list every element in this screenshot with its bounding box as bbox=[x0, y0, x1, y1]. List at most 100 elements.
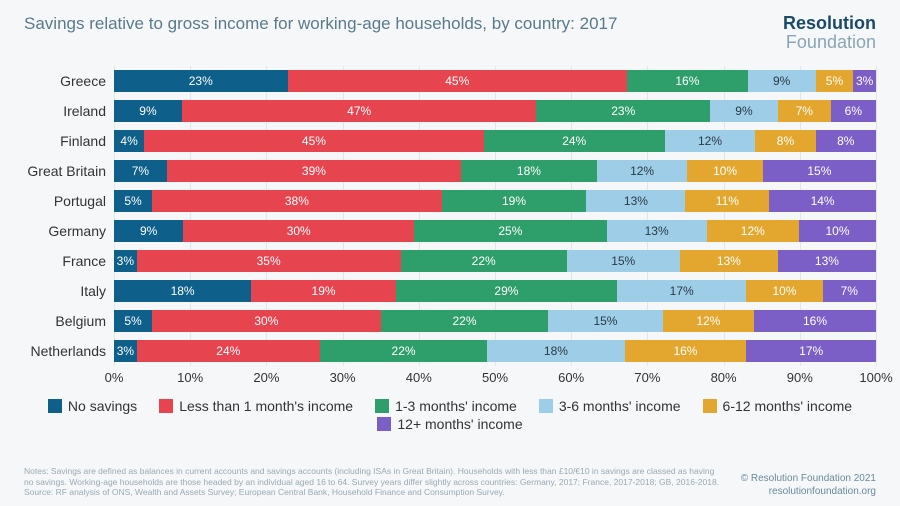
country-label: Germany bbox=[24, 216, 114, 246]
bar-segment-m3_6: 15% bbox=[548, 310, 662, 332]
bar-segment-m1_3: 16% bbox=[627, 70, 748, 92]
bar-segment-no_savings: 5% bbox=[114, 190, 152, 212]
x-tick-label: 30% bbox=[330, 370, 356, 385]
country-label: Italy bbox=[24, 276, 114, 306]
bar-segment-m3_6: 12% bbox=[665, 130, 756, 152]
bar-row: 9%47%23%9%7%6% bbox=[114, 96, 876, 126]
bar-segment-m3_6: 13% bbox=[586, 190, 685, 212]
legend-item-m12p: 12+ months' income bbox=[377, 416, 522, 432]
bar-segment-lt_1m: 30% bbox=[183, 220, 414, 242]
header: Savings relative to gross income for wor… bbox=[0, 0, 900, 60]
country-label: France bbox=[24, 246, 114, 276]
x-tick-label: 10% bbox=[177, 370, 203, 385]
footer: Notes: Savings are defined as balances i… bbox=[24, 466, 876, 498]
bars-area: 23%45%16%9%5%3%9%47%23%9%7%6%4%45%24%12%… bbox=[114, 66, 876, 366]
bar-segment-m3_6: 9% bbox=[710, 100, 778, 122]
country-label: Ireland bbox=[24, 96, 114, 126]
x-tick-label: 100% bbox=[859, 370, 892, 385]
legend-item-m3_6: 3-6 months' income bbox=[539, 398, 681, 414]
bar-segment-m12p: 3% bbox=[853, 70, 876, 92]
bar-segment-m3_6: 9% bbox=[748, 70, 816, 92]
x-tick-label: 80% bbox=[711, 370, 737, 385]
country-label: Finland bbox=[24, 126, 114, 156]
bar-segment-lt_1m: 35% bbox=[137, 250, 401, 272]
x-tick-label: 90% bbox=[787, 370, 813, 385]
notes-text: Notes: Savings are defined as balances i… bbox=[24, 466, 721, 498]
copyright: © Resolution Foundation 2021 resolutionf… bbox=[741, 472, 876, 498]
bar-row: 3%35%22%15%13%13% bbox=[114, 246, 876, 276]
bar-segment-lt_1m: 19% bbox=[251, 280, 396, 302]
bar-segment-no_savings: 4% bbox=[114, 130, 144, 152]
stacked-bar: 4%45%24%12%8%8% bbox=[114, 130, 876, 152]
bar-segment-m6_12: 13% bbox=[680, 250, 778, 272]
bar-segment-m1_3: 22% bbox=[381, 310, 549, 332]
bar-row: 5%38%19%13%11%14% bbox=[114, 186, 876, 216]
x-tick-label: 0% bbox=[105, 370, 124, 385]
bar-segment-m1_3: 23% bbox=[536, 100, 710, 122]
country-label: Belgium bbox=[24, 306, 114, 336]
bar-segment-m6_12: 5% bbox=[816, 70, 854, 92]
logo-line1: Resolution bbox=[783, 14, 876, 33]
bar-segment-m12p: 15% bbox=[763, 160, 876, 182]
bar-segment-lt_1m: 38% bbox=[152, 190, 442, 212]
bar-segment-m3_6: 18% bbox=[487, 340, 624, 362]
country-label: Greece bbox=[24, 66, 114, 96]
bar-segment-no_savings: 7% bbox=[114, 160, 167, 182]
bar-segment-no_savings: 3% bbox=[114, 340, 137, 362]
legend-swatch bbox=[48, 399, 62, 413]
x-tick-label: 50% bbox=[482, 370, 508, 385]
stacked-bar: 3%24%22%18%16%17% bbox=[114, 340, 876, 362]
bar-row: 5%30%22%15%12%16% bbox=[114, 306, 876, 336]
bar-segment-no_savings: 23% bbox=[114, 70, 288, 92]
bar-segment-lt_1m: 45% bbox=[144, 130, 484, 152]
bar-segment-no_savings: 3% bbox=[114, 250, 137, 272]
gridline bbox=[876, 66, 877, 366]
bar-segment-m3_6: 13% bbox=[607, 220, 707, 242]
legend-label: 12+ months' income bbox=[397, 416, 522, 432]
stacked-bar: 23%45%16%9%5%3% bbox=[114, 70, 876, 92]
legend-swatch bbox=[377, 417, 391, 431]
bar-segment-m12p: 14% bbox=[769, 190, 876, 212]
logo-line2: Foundation bbox=[783, 33, 876, 52]
legend-swatch bbox=[703, 399, 717, 413]
bar-segment-m6_12: 10% bbox=[687, 160, 762, 182]
bar-segment-m6_12: 10% bbox=[746, 280, 822, 302]
copyright-line2: resolutionfoundation.org bbox=[741, 485, 876, 498]
legend-label: Less than 1 month's income bbox=[179, 398, 353, 414]
country-label: Great Britain bbox=[24, 156, 114, 186]
y-axis-labels: GreeceIrelandFinlandGreat BritainPortuga… bbox=[24, 66, 114, 366]
bar-segment-m1_3: 18% bbox=[461, 160, 597, 182]
bar-segment-m1_3: 22% bbox=[401, 250, 567, 272]
bar-row: 3%24%22%18%16%17% bbox=[114, 336, 876, 366]
bar-segment-m12p: 6% bbox=[831, 100, 876, 122]
legend-swatch bbox=[159, 399, 173, 413]
bar-segment-m3_6: 12% bbox=[597, 160, 688, 182]
bar-segment-no_savings: 9% bbox=[114, 100, 182, 122]
bar-segment-m12p: 10% bbox=[799, 220, 876, 242]
bar-segment-m3_6: 15% bbox=[567, 250, 680, 272]
legend-item-m1_3: 1-3 months' income bbox=[375, 398, 517, 414]
bar-row: 18%19%29%17%10%7% bbox=[114, 276, 876, 306]
stacked-bar: 9%30%25%13%12%10% bbox=[114, 220, 876, 242]
legend-label: 1-3 months' income bbox=[395, 398, 517, 414]
bar-segment-lt_1m: 39% bbox=[167, 160, 461, 182]
legend-label: No savings bbox=[68, 398, 137, 414]
bar-segment-m12p: 8% bbox=[816, 130, 876, 152]
bar-segment-m1_3: 24% bbox=[484, 130, 665, 152]
legend: No savings Less than 1 month's income 1-3 … bbox=[24, 398, 876, 432]
chart: GreeceIrelandFinlandGreat BritainPortuga… bbox=[24, 66, 876, 388]
bar-segment-m6_12: 7% bbox=[778, 100, 831, 122]
legend-label: 6-12 months' income bbox=[723, 398, 853, 414]
bar-segment-m1_3: 25% bbox=[414, 220, 606, 242]
bar-segment-lt_1m: 24% bbox=[137, 340, 320, 362]
x-axis: 0%10%20%30%40%50%60%70%80%90%100% bbox=[114, 366, 876, 388]
legend-label: 3-6 months' income bbox=[559, 398, 681, 414]
bar-segment-m1_3: 22% bbox=[320, 340, 488, 362]
country-label: Portugal bbox=[24, 186, 114, 216]
chart-title: Savings relative to gross income for wor… bbox=[24, 14, 617, 34]
bar-segment-m1_3: 19% bbox=[442, 190, 587, 212]
bar-segment-no_savings: 9% bbox=[114, 220, 183, 242]
bar-segment-m1_3: 29% bbox=[396, 280, 617, 302]
x-tick-label: 20% bbox=[253, 370, 279, 385]
bar-row: 4%45%24%12%8%8% bbox=[114, 126, 876, 156]
